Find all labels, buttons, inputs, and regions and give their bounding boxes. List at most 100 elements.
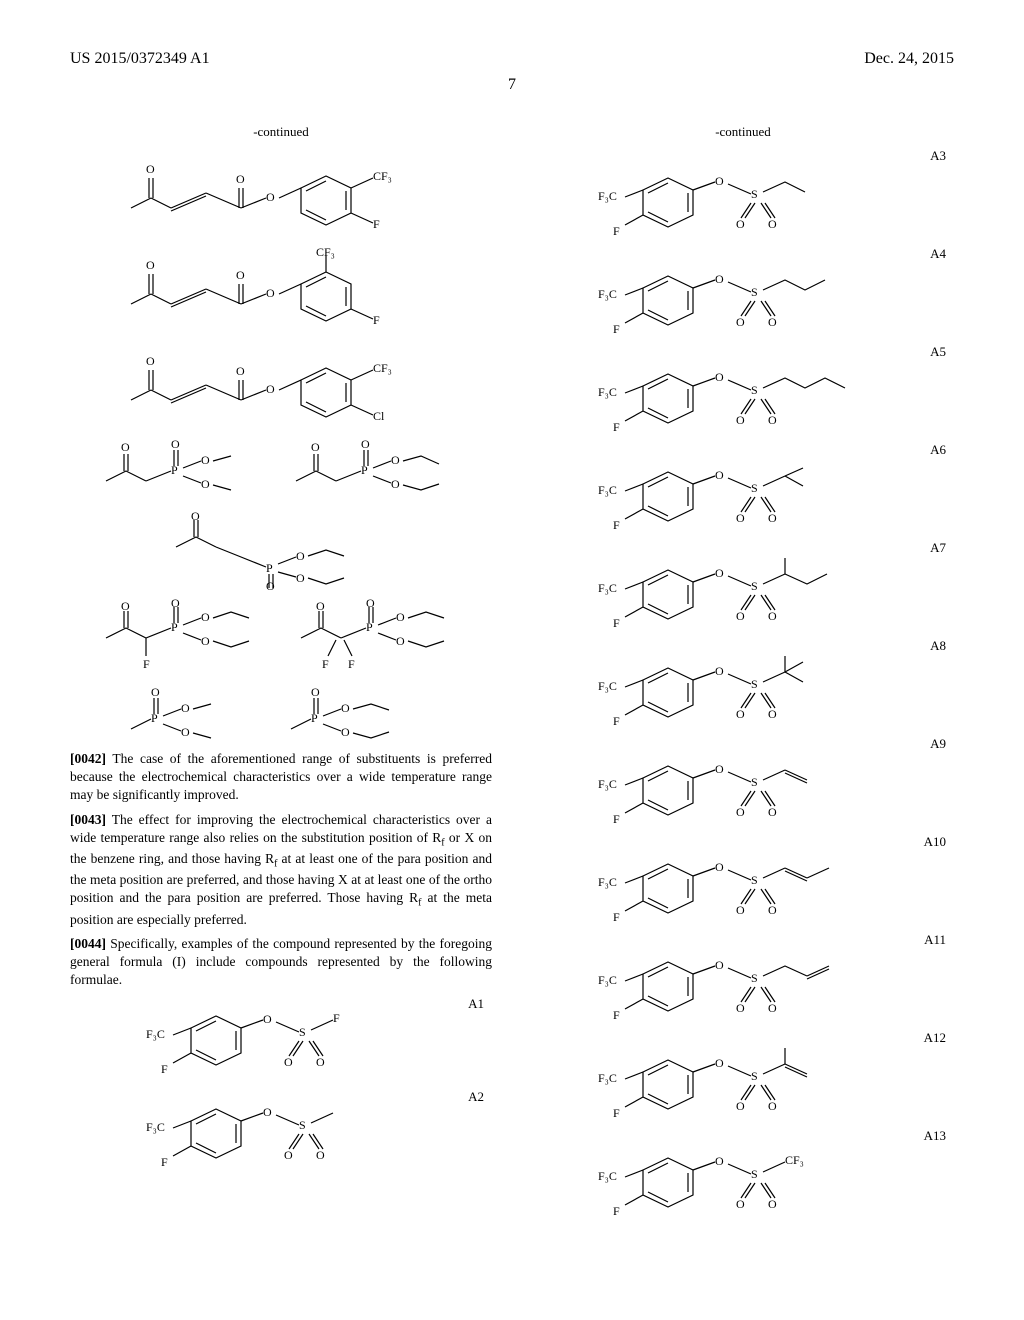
svg-text:F: F — [373, 313, 380, 327]
svg-text:O: O — [736, 217, 745, 231]
compound-A12: A12 F₃C F O S O O — [532, 1030, 954, 1122]
svg-text:O: O — [266, 190, 275, 204]
right-compounds-container: A3 F₃C F O S O O A4 F₃C F O S O O A5 F₃C… — [532, 148, 954, 1220]
svg-text:F₃C: F₃C — [598, 1071, 617, 1085]
svg-text:O: O — [736, 903, 745, 917]
svg-text:F₃C: F₃C — [146, 1027, 165, 1041]
para-number: [0042] — [70, 751, 106, 766]
svg-text:O: O — [266, 286, 275, 300]
compound-A2: A2 F₃C F O S O O — [70, 1089, 492, 1176]
compound-A7: A7 F₃C F O S O O — [532, 540, 954, 632]
svg-text:O: O — [768, 315, 777, 329]
svg-text:O: O — [768, 511, 777, 525]
svg-text:S: S — [751, 1167, 758, 1181]
struct-ester-1: O O O CF — [70, 148, 492, 238]
struct-svg: F₃C F O S O O — [593, 650, 893, 730]
svg-text:O: O — [736, 1001, 745, 1015]
compound-A5: A5 F₃C F O S O O — [532, 344, 954, 436]
svg-text:O: O — [266, 579, 275, 592]
svg-text:O: O — [736, 707, 745, 721]
svg-text:O: O — [736, 315, 745, 329]
svg-text:O: O — [768, 413, 777, 427]
svg-text:F: F — [613, 1204, 620, 1218]
svg-text:F: F — [161, 1062, 168, 1076]
svg-text:O: O — [171, 437, 180, 451]
compound-A6: A6 F₃C F O S O O — [532, 442, 954, 534]
svg-text:F₃C: F₃C — [598, 1169, 617, 1183]
svg-text:F: F — [613, 224, 620, 238]
svg-text:O: O — [715, 1056, 724, 1070]
svg-text:S: S — [751, 775, 758, 789]
svg-text:F₃C: F₃C — [598, 189, 617, 203]
svg-text:O: O — [316, 599, 325, 613]
struct-phosphonate-pair-1: O P O O O O P O — [70, 436, 492, 506]
struct-ester-3: O O O CF₃ Cl — [70, 340, 492, 430]
svg-text:O: O — [715, 272, 724, 286]
svg-text:F₃C: F₃C — [146, 1120, 165, 1134]
svg-text:F: F — [322, 657, 329, 671]
svg-text:F₃C: F₃C — [598, 483, 617, 497]
svg-text:O: O — [181, 725, 190, 739]
compound-A4: A4 F₃C F O S O O — [532, 246, 954, 338]
svg-text:S: S — [299, 1025, 306, 1039]
struct-svg: F₃C F O S O O CF₃ — [593, 1140, 893, 1220]
svg-text:S: S — [751, 285, 758, 299]
struct-svg: F₃C F O S O O — [593, 258, 893, 338]
svg-text:O: O — [715, 1154, 724, 1168]
svg-text:O: O — [736, 609, 745, 623]
svg-text:O: O — [146, 258, 155, 272]
svg-text:F₃C: F₃C — [598, 875, 617, 889]
svg-text:O: O — [121, 440, 130, 454]
compound-A3: A3 F₃C F O S O O — [532, 148, 954, 240]
svg-text:F: F — [333, 1011, 340, 1025]
svg-text:F₃C: F₃C — [598, 973, 617, 987]
svg-text:O: O — [715, 174, 724, 188]
svg-text:S: S — [751, 1069, 758, 1083]
svg-text:P: P — [266, 561, 273, 575]
svg-text:O: O — [715, 762, 724, 776]
struct-svg: F₃C F O S O O — [593, 552, 893, 632]
header-left: US 2015/0372349 A1 — [70, 50, 210, 68]
compound-A10: A10 F₃C F O S O O — [532, 834, 954, 926]
svg-text:O: O — [768, 805, 777, 819]
struct-ester-2: O O O CF₃ F — [70, 244, 492, 334]
compound-A11: A11 F₃C F O S O O — [532, 932, 954, 1024]
svg-text:O: O — [121, 599, 130, 613]
svg-text:O: O — [236, 172, 245, 186]
svg-text:O: O — [151, 685, 160, 699]
svg-text:O: O — [341, 725, 350, 739]
header-right: Dec. 24, 2015 — [864, 50, 954, 68]
svg-text:O: O — [391, 453, 400, 467]
struct-svg: F₃C F O S O O — [593, 944, 893, 1024]
svg-text:O: O — [201, 453, 210, 467]
continued-label-right: -continued — [532, 124, 954, 140]
svg-text:O: O — [736, 1197, 745, 1211]
svg-text:O: O — [296, 549, 305, 563]
svg-text:F: F — [373, 217, 380, 231]
struct-svg: P O O O P O O O — [111, 684, 451, 744]
svg-text:O: O — [768, 609, 777, 623]
svg-text:CF₃: CF₃ — [785, 1153, 804, 1167]
svg-text:O: O — [201, 610, 210, 624]
svg-text:O: O — [768, 217, 777, 231]
left-column: -continued O O — [70, 124, 492, 1226]
struct-svg: F₃C F O S O O — [593, 160, 893, 240]
struct-svg: O O O CF₃ Cl — [111, 340, 451, 430]
svg-text:O: O — [768, 1001, 777, 1015]
svg-text:CF₃: CF₃ — [316, 245, 335, 259]
struct-svg: O P O O O — [161, 512, 401, 592]
svg-text:O: O — [236, 268, 245, 282]
struct-phosphonate-pair-3: P O O O P O O O — [70, 684, 492, 744]
para-text: Specifically, examples of the compound r… — [70, 936, 492, 987]
svg-text:O: O — [341, 701, 350, 715]
svg-text:O: O — [171, 598, 180, 610]
compound-A9: A9 F₃C F O S O O — [532, 736, 954, 828]
svg-text:O: O — [316, 1055, 325, 1069]
paragraph-0042: [0042] The case of the aforementioned ra… — [70, 750, 492, 805]
page: US 2015/0372349 A1 Dec. 24, 2015 7 -cont… — [0, 0, 1024, 1320]
svg-text:S: S — [751, 677, 758, 691]
svg-text:O: O — [736, 805, 745, 819]
svg-text:Cl: Cl — [373, 409, 385, 423]
svg-text:O: O — [263, 1012, 272, 1026]
svg-text:F: F — [613, 1008, 620, 1022]
